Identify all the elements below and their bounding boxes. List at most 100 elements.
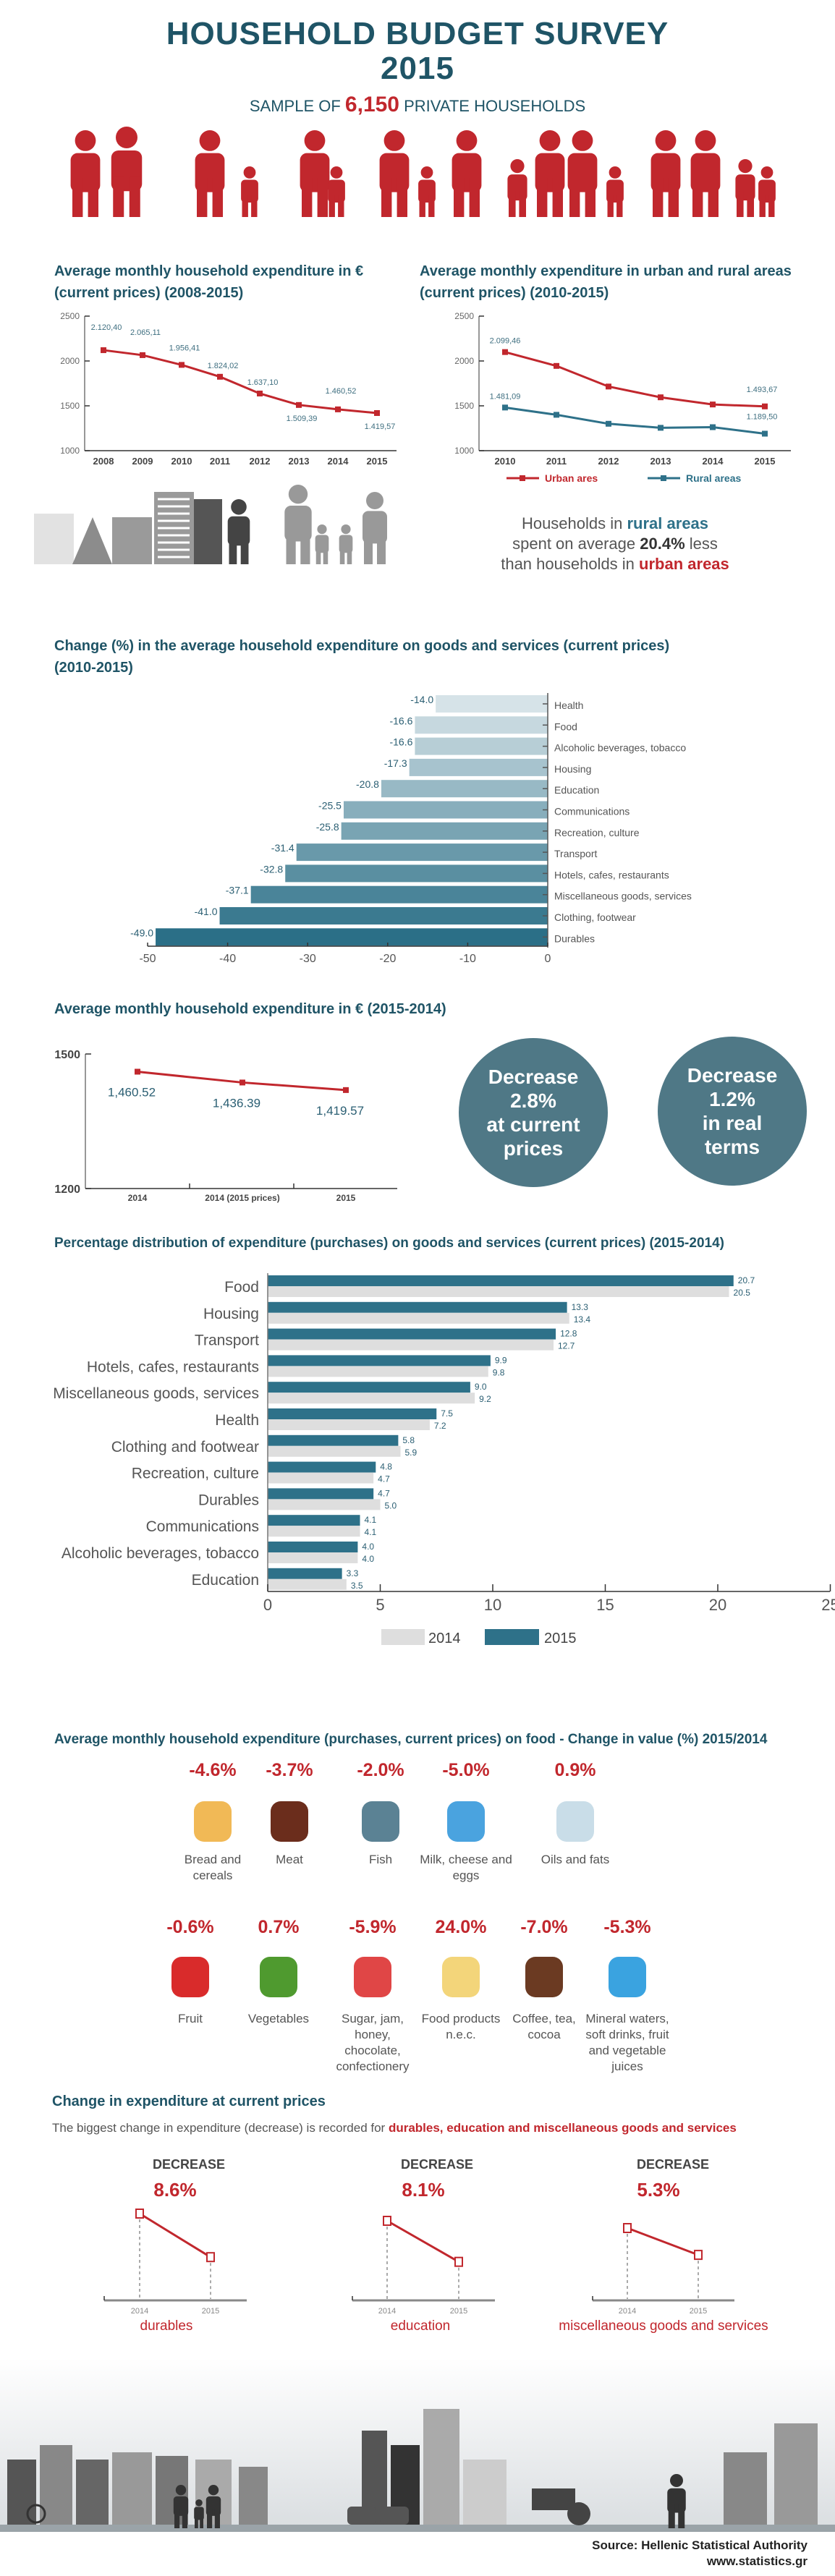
x-tick-label: 2013 <box>650 456 671 467</box>
jam-icon <box>354 1957 391 1997</box>
family-person-icon-leg <box>339 546 345 564</box>
family-person-icon-leg <box>88 178 98 217</box>
data-label: 4.7 <box>378 1474 390 1484</box>
family-person-icon-leg <box>552 178 563 217</box>
family-person-icon-leg <box>286 528 296 564</box>
food-title: Average monthly household expenditure (p… <box>54 1732 768 1747</box>
food-category-label: Mineral waters, soft drinks, fruit and v… <box>585 2012 669 2073</box>
footer: Source: Hellenic Statistical Authority w… <box>592 2538 808 2569</box>
data-point <box>658 394 664 401</box>
note-text: spent on average <box>512 535 640 553</box>
y-tick-label: 1500 <box>454 401 474 411</box>
data-label: 13.3 <box>572 1302 589 1312</box>
x-tick-label: -10 <box>459 953 476 965</box>
x-tick-label: 2011 <box>546 456 567 467</box>
data-point <box>502 349 508 355</box>
building-icon <box>112 2452 152 2532</box>
decrease-heading: DECREASE <box>152 2157 226 2172</box>
food-category-label: Milk, cheese and eggs <box>420 1853 512 1882</box>
data-label: -32.8 <box>260 863 283 875</box>
bread-icon <box>194 1801 232 1842</box>
data-label: -17.3 <box>384 757 407 769</box>
data-label: 1.419,57 <box>365 422 396 431</box>
bar-2015 <box>268 1461 376 1473</box>
x-tick-label: 2010 <box>495 456 516 467</box>
data-label: 1,460.52 <box>108 1085 156 1099</box>
data-point <box>762 403 768 409</box>
category-label: Housing <box>554 763 591 775</box>
family-person-icon-head <box>738 159 753 174</box>
family-person-icon-leg <box>200 2515 203 2528</box>
family-person-icon-leg <box>419 194 425 217</box>
food-category-label: Oils and fats <box>541 1853 610 1866</box>
bar-2015 <box>268 1542 358 1552</box>
vegetables-icon <box>260 1957 297 1997</box>
bar-2014 <box>268 1393 475 1404</box>
family-person-icon-leg <box>323 546 329 564</box>
bar-2015 <box>268 1382 470 1393</box>
family-person-icon-leg <box>454 178 465 217</box>
family-person-icon-leg <box>469 178 480 217</box>
data-label: 1.189,50 <box>747 413 778 422</box>
footer-url[interactable]: www.statistics.gr <box>706 2554 808 2568</box>
data-point <box>658 425 664 431</box>
year-label: 2014 <box>378 2307 396 2316</box>
family-person-icon-leg <box>251 194 258 217</box>
category-label: Alcoholic beverages, tobacco <box>62 1545 259 1562</box>
family-person-icon-leg <box>317 178 328 217</box>
note-percent: 20.4% <box>640 535 685 553</box>
bar <box>296 843 548 862</box>
data-point <box>554 362 559 369</box>
data-label: 20.5 <box>734 1288 751 1298</box>
category-label: Transport <box>554 848 598 859</box>
family-person-icon-leg <box>569 178 580 217</box>
shopper-icon-leg <box>229 535 237 564</box>
data-label: 12.8 <box>560 1329 577 1339</box>
family-person-icon-head <box>243 166 256 179</box>
family-person-icon-head <box>317 524 327 535</box>
data-point <box>374 409 380 416</box>
chart1-title: Average monthly household expenditure in… <box>54 263 364 301</box>
food-change-pct: 0.7% <box>258 1917 300 1937</box>
data-point <box>710 401 716 408</box>
family-person-icon-head <box>366 492 383 509</box>
x-tick-label: 2015 <box>755 456 776 467</box>
data-point <box>296 401 302 408</box>
bar-2015 <box>268 1301 567 1313</box>
x-tick-label: 2014 <box>328 456 349 467</box>
category-label: Clothing and footwear <box>111 1439 259 1455</box>
family-person-icon-leg <box>653 178 664 217</box>
category-label: Communications <box>554 806 630 817</box>
data-label: 2.120,40 <box>91 323 122 332</box>
data-point <box>606 420 611 427</box>
bar-2014 <box>268 1419 430 1430</box>
food-change-pct: 24.0% <box>435 1917 487 1937</box>
family-person-icon-leg <box>338 194 344 217</box>
category-label: Recreation, culture <box>554 827 640 838</box>
data-label: 9.0 <box>475 1382 487 1392</box>
bar-2015 <box>268 1568 342 1579</box>
coffee-icon <box>525 1957 563 1997</box>
water-bottle-icon <box>609 1957 646 1997</box>
note-text: less <box>684 535 718 553</box>
year-label: 2014 <box>131 2307 148 2316</box>
family-person-icon-head <box>175 2485 187 2496</box>
fruit-icon <box>171 1957 209 1997</box>
bicycle-icon <box>26 2504 46 2524</box>
family-person-icon-leg <box>519 191 526 217</box>
family-person-icon-leg <box>607 194 614 217</box>
category-label: Alcoholic beverages, tobacco <box>554 742 686 754</box>
category-label: Hotels, cafes, restaurants <box>554 869 669 880</box>
change-line <box>627 2227 699 2256</box>
bar-2014 <box>268 1552 358 1563</box>
fisherman-icon-leg <box>678 2504 685 2528</box>
x-tick-label: 5 <box>376 1596 384 1614</box>
data-label: 12.7 <box>558 1341 575 1351</box>
bar <box>285 864 548 883</box>
data-label: -31.4 <box>271 842 294 854</box>
circle-line: at current <box>486 1113 580 1136</box>
data-label: 5.9 <box>404 1448 417 1458</box>
decrease-current-circle: Decrease 2.8% at current prices <box>459 1038 608 1187</box>
bar <box>343 801 548 819</box>
year-label: 2015 <box>690 2307 707 2316</box>
